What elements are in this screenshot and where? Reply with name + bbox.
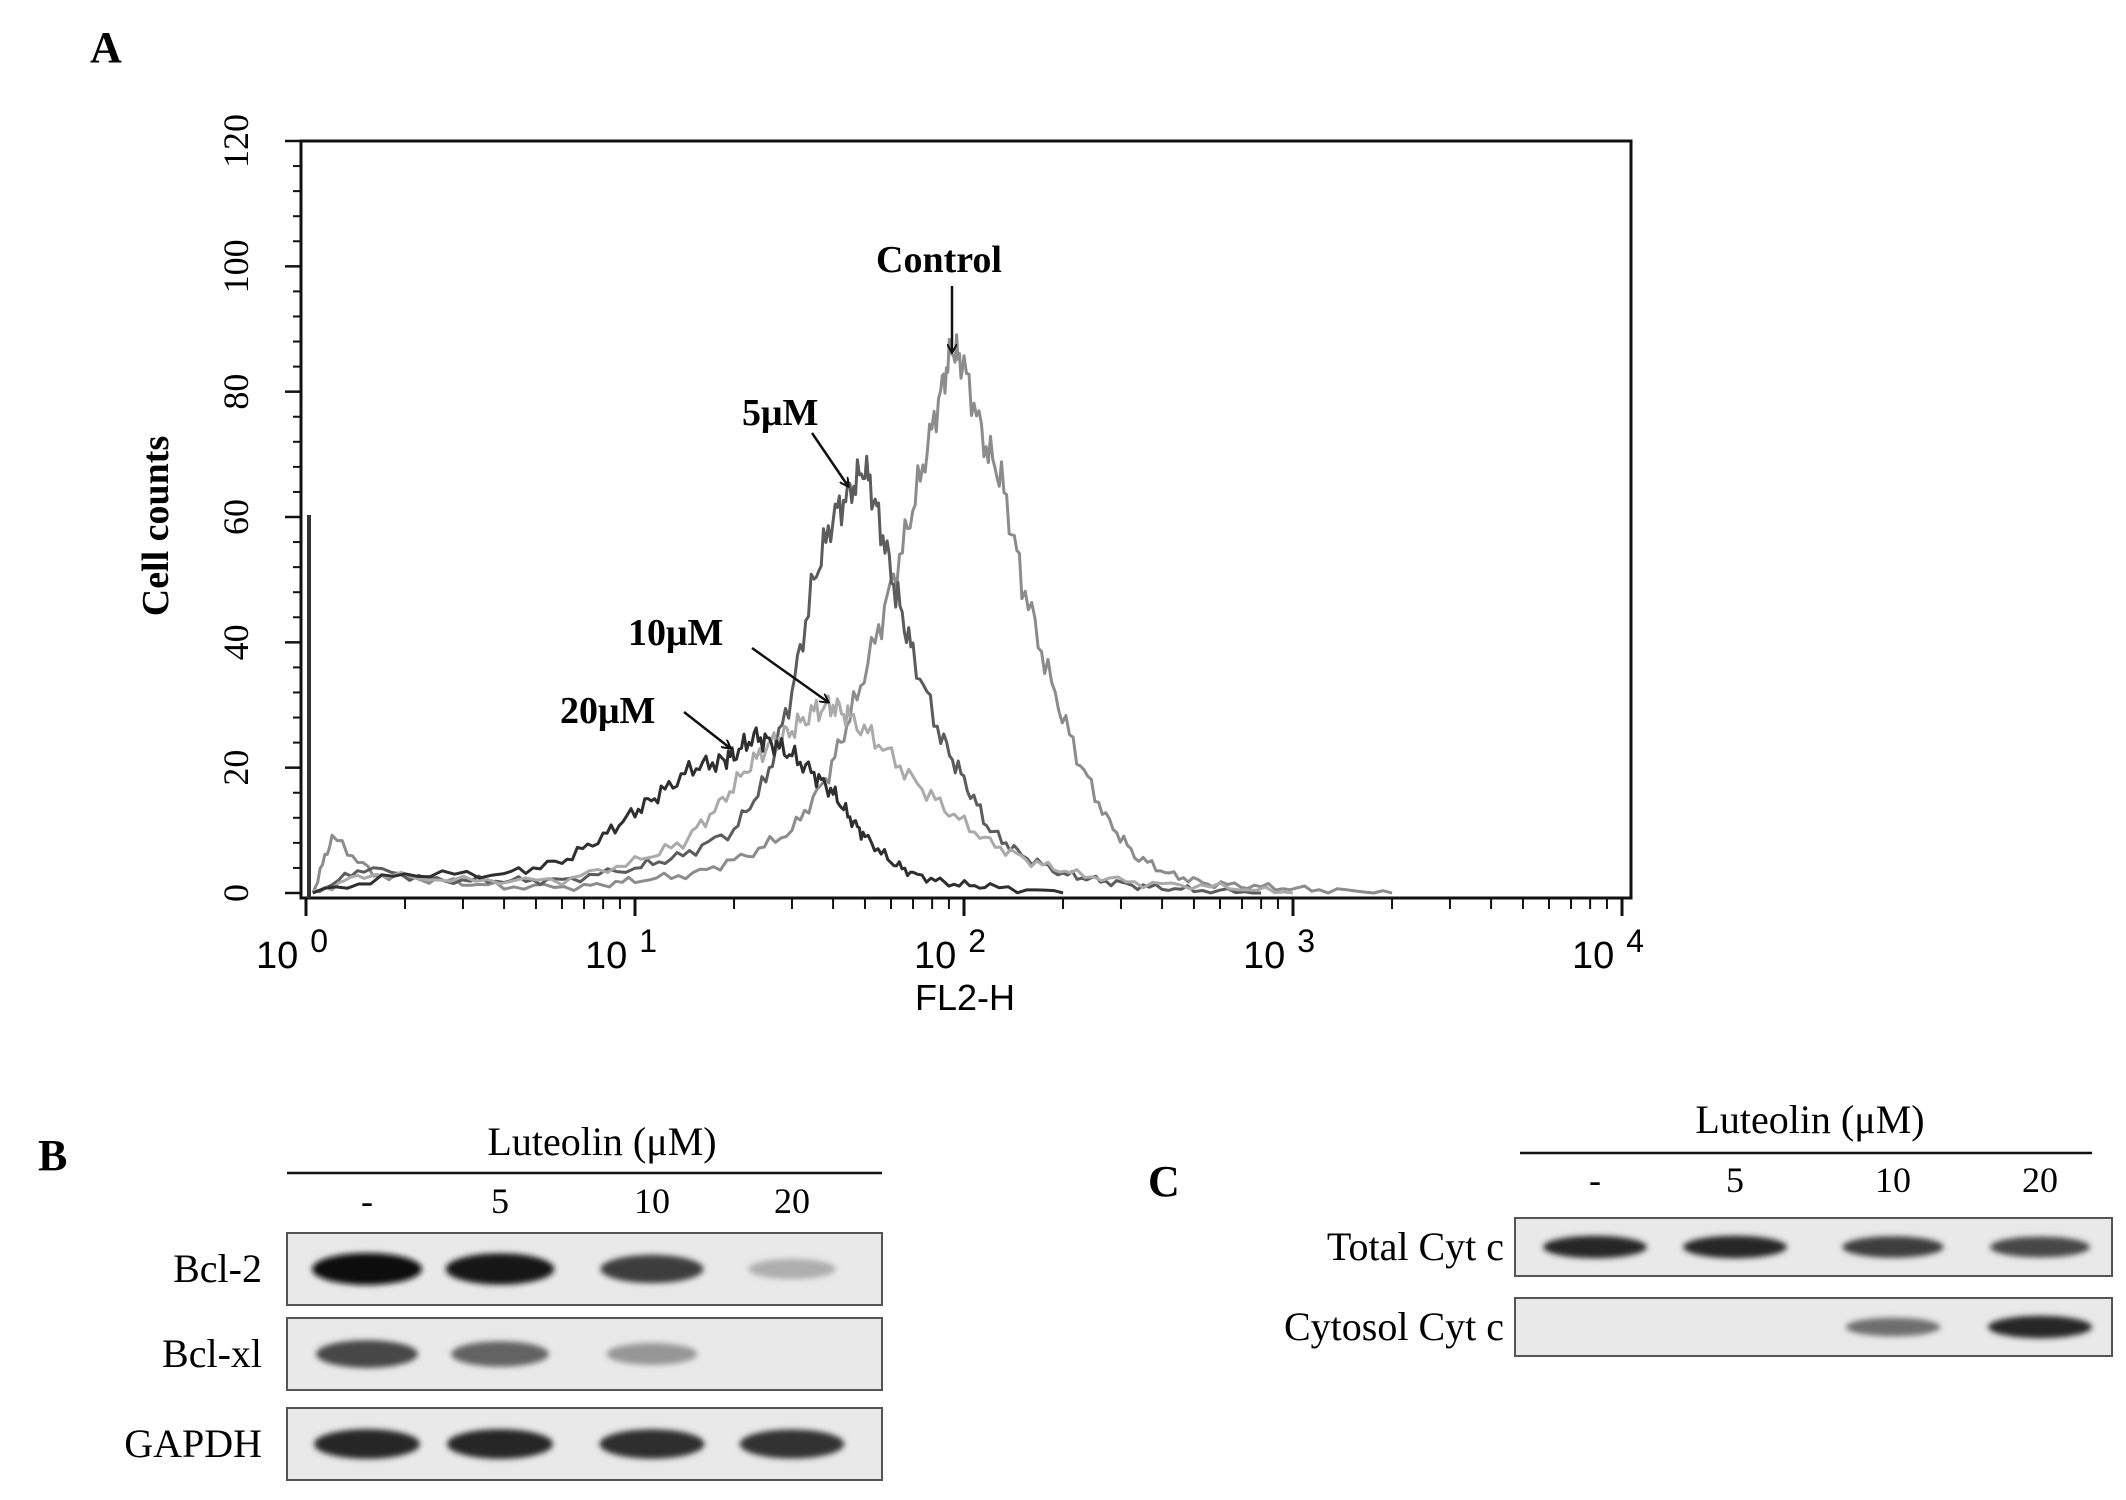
blot-band: [748, 1258, 836, 1280]
blot-c-header: Luteolin (μM): [1695, 1097, 1924, 1142]
x-tick-label: 10 1: [585, 923, 657, 977]
x-tick-label: 10 0: [256, 923, 328, 977]
annotation-5um: 5μM: [742, 392, 818, 434]
blot-row: Cytosol Cyt c: [1284, 1297, 2113, 1357]
arrow-20um: [683, 711, 730, 748]
blot-band: [600, 1254, 704, 1284]
y-axis-title: Cell counts: [135, 436, 177, 617]
series-control: [311, 333, 1393, 895]
panel-label-c: C: [1148, 1157, 1180, 1206]
lane-label: -: [361, 1181, 373, 1221]
blot-band: [445, 1253, 555, 1285]
blot-b-lane-labels: - 5 10 20: [361, 1181, 810, 1221]
x-tick-label: 10 2: [914, 923, 986, 977]
y-tick-label: 40: [216, 624, 256, 660]
x-axis: 10 0 10 1 10 2 10 3 10 4: [256, 898, 1644, 977]
blot-row-label: Total Cyt c: [1327, 1224, 1504, 1269]
lane-label: 10: [1875, 1160, 1911, 1200]
blot-band: [1990, 1236, 2090, 1258]
lane-label: 20: [2022, 1160, 2058, 1200]
blot-band: [1683, 1235, 1787, 1259]
blot-band: [316, 1340, 418, 1368]
x-tick-label: 10 4: [1572, 923, 1644, 977]
plot-frame: [299, 139, 1633, 900]
blot-band: [599, 1429, 705, 1459]
lane-label: 10: [634, 1181, 670, 1221]
y-tick-label: 20: [216, 750, 256, 786]
annotation-10um: 10μM: [628, 612, 723, 654]
blot-row: Bcl-2: [173, 1232, 883, 1306]
annotation-20um: 20μM: [560, 690, 655, 732]
y-tick-label: 80: [216, 374, 256, 410]
x-axis-title: FL2-H: [915, 977, 1015, 1018]
series-5m: [312, 454, 1262, 895]
panel-label-b: B: [38, 1131, 67, 1180]
y-axis: 0 20 40 60 80 100 120: [216, 114, 301, 902]
series-10m: [312, 694, 1294, 895]
arrow-10um: [751, 646, 828, 702]
blot-c-rows: Total Cyt c Cytosol Cyt c: [1284, 1217, 2113, 1357]
y-tick-label: 0: [216, 884, 256, 902]
blot-row: GAPDH: [124, 1407, 883, 1481]
lane-label: 5: [1726, 1160, 1744, 1200]
blot-row-label: GAPDH: [124, 1421, 262, 1466]
blot-band: [314, 1429, 420, 1459]
blot-band: [447, 1429, 553, 1459]
blot-band: [451, 1341, 549, 1367]
blot-c-lane-labels: - 5 10 20: [1589, 1160, 2058, 1200]
series-20m: [312, 726, 1064, 895]
blot-band: [606, 1343, 698, 1365]
blot-band: [739, 1429, 845, 1459]
histogram-chart: 0 20 40 60 80 100 120 10 0 10 1 10 2 10 3 10 4 Cell cou…: [135, 114, 1644, 1018]
blot-row: Bcl-xl: [162, 1317, 883, 1391]
blot-band: [1842, 1236, 1944, 1258]
lane-label: 5: [491, 1181, 509, 1221]
blot-band: [1845, 1317, 1941, 1337]
lane-label: 20: [774, 1181, 810, 1221]
y-tick-label: 60: [216, 499, 256, 535]
series-layer: [311, 333, 1393, 895]
lane-label: -: [1589, 1160, 1601, 1200]
blot-b-header: Luteolin (μM): [487, 1119, 716, 1164]
western-blot-c: Luteolin (μM) - 5 10 20 Total Cyt c Cytosol …: [1284, 1097, 2113, 1357]
blot-band: [1543, 1235, 1647, 1259]
x-tick-label: 10 3: [1243, 923, 1315, 977]
blot-b-rows: Bcl-2 Bcl-xl GAPDH: [124, 1232, 883, 1481]
blot-row: Total Cyt c: [1327, 1217, 2113, 1277]
panel-label-a: A: [90, 23, 122, 72]
arrow-5um: [810, 432, 848, 486]
blot-band: [1988, 1315, 2092, 1339]
y-tick-label: 100: [216, 239, 256, 293]
western-blot-b: Luteolin (μM) - 5 10 20 Bcl-2 Bcl-xl GAPDH: [124, 1119, 883, 1481]
blot-row-label: Cytosol Cyt c: [1284, 1304, 1504, 1349]
blot-row-label: Bcl-xl: [162, 1331, 262, 1376]
blot-row-label: Bcl-2: [173, 1246, 262, 1291]
blot-band: [312, 1253, 422, 1285]
annotation-control: Control: [876, 239, 1002, 281]
y-tick-label: 120: [216, 114, 256, 168]
